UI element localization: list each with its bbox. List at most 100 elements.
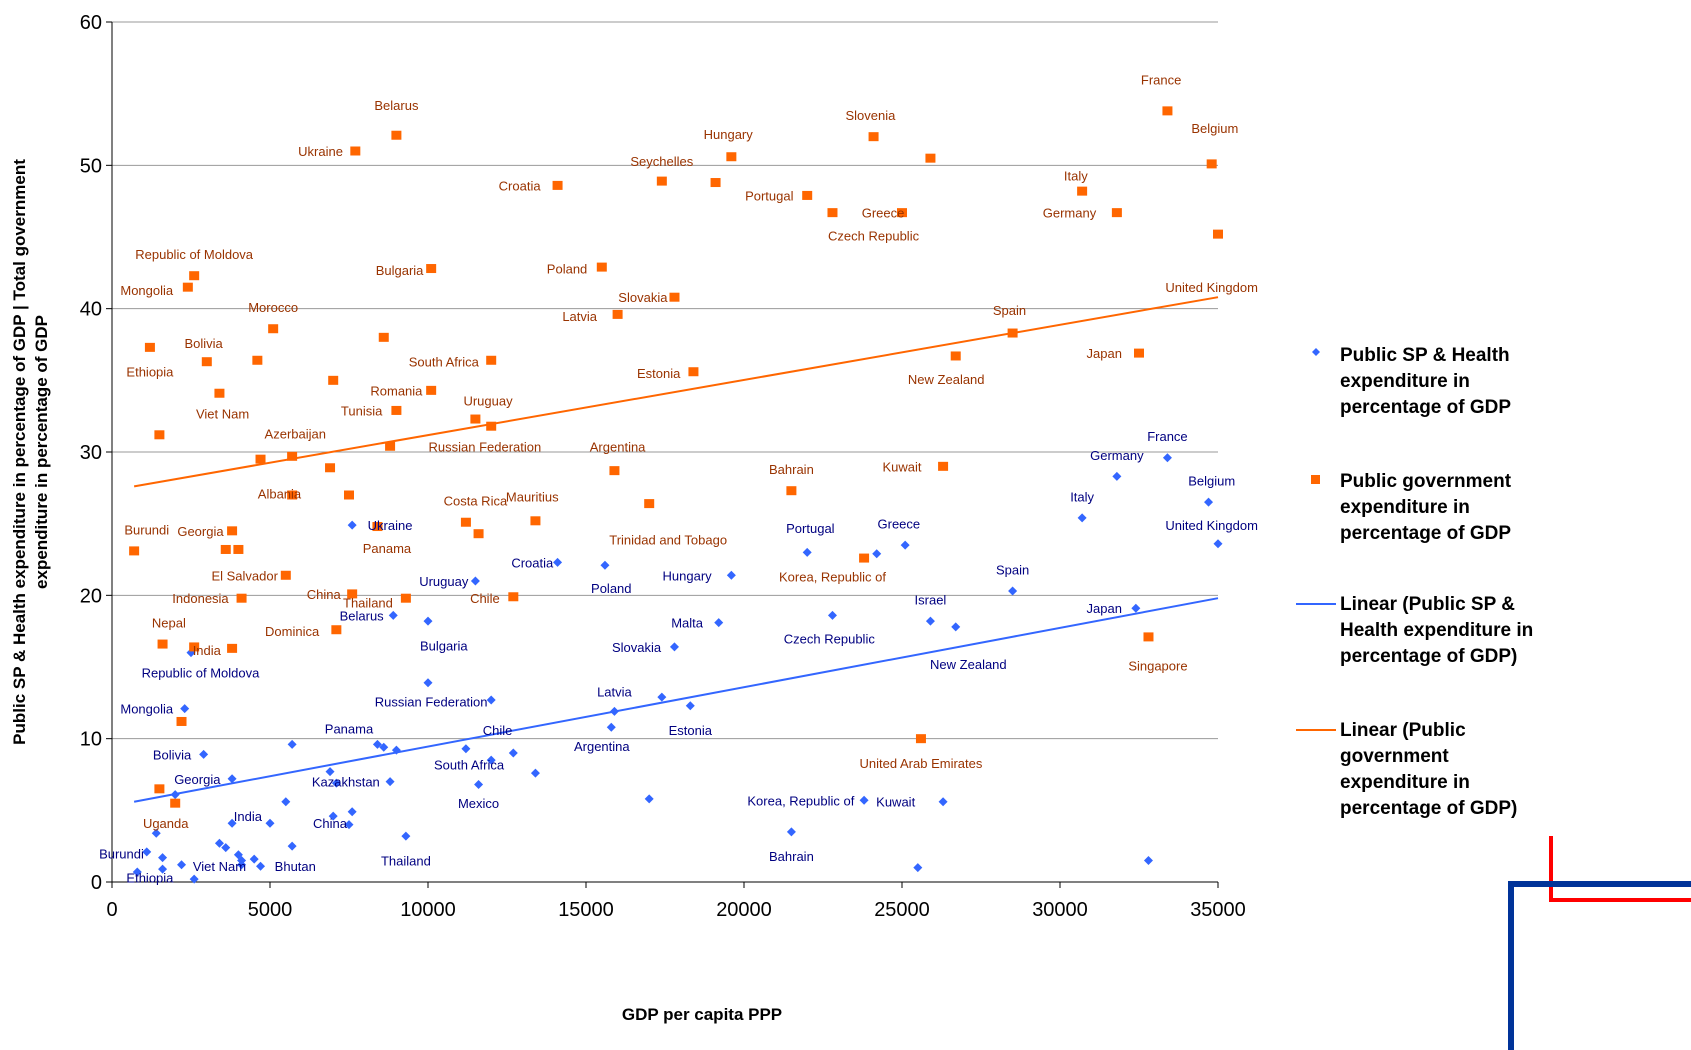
- govt-point: [154, 430, 165, 440]
- govt-point: [486, 421, 497, 431]
- health-point-label: Estonia: [669, 723, 713, 738]
- health-point: [281, 797, 291, 807]
- govt-point: [1134, 348, 1144, 358]
- govt-point: [859, 553, 870, 563]
- govt-point: [331, 625, 342, 635]
- health-point-label: Ethiopia: [126, 871, 174, 886]
- govt-point: [644, 499, 655, 509]
- health-point: [669, 642, 679, 652]
- health-point: [227, 818, 237, 828]
- govt-point: [255, 454, 266, 464]
- health-point-label: Hungary: [663, 568, 713, 583]
- govt-point-label: Estonia: [637, 366, 681, 381]
- health-point: [142, 847, 152, 857]
- govt-point: [950, 351, 961, 361]
- health-point: [388, 610, 398, 620]
- x-tick-label: 20000: [716, 899, 772, 921]
- govt-point-label: Slovenia: [845, 108, 896, 123]
- health-point: [189, 874, 199, 884]
- health-point-label: Poland: [591, 581, 631, 596]
- health-point: [347, 807, 357, 817]
- health-point: [170, 790, 180, 800]
- health-point-label: Spain: [996, 563, 1029, 578]
- govt-point: [688, 367, 699, 377]
- govt-point-label: Burundi: [124, 522, 169, 537]
- govt-point: [378, 332, 389, 342]
- govt-point: [710, 178, 721, 188]
- health-point: [714, 618, 724, 628]
- health-point-label: Greece: [878, 517, 921, 532]
- health-point: [486, 755, 496, 765]
- x-tick-label: 30000: [1032, 899, 1088, 921]
- govt-point: [925, 153, 936, 163]
- health-point-label: Argentina: [574, 739, 630, 754]
- govt-point-label: Azerbaijan: [265, 426, 326, 441]
- health-point: [900, 540, 910, 550]
- govt-point: [391, 405, 402, 415]
- health-point: [287, 841, 297, 851]
- govt-point: [144, 342, 155, 352]
- govt-point: [400, 593, 411, 603]
- health-point-label: Russian Federation: [375, 694, 488, 709]
- health-point-label: Ukraine: [368, 518, 413, 533]
- trendline-govt: [133, 296, 1219, 488]
- health-point: [265, 818, 275, 828]
- health-point: [1131, 603, 1141, 613]
- health-point-label: Uruguay: [419, 574, 469, 589]
- govt-point-label: Georgia: [177, 524, 224, 539]
- govt-point: [220, 544, 231, 554]
- govt-point: [596, 262, 607, 272]
- health-point: [256, 861, 266, 871]
- govt-point-label: Ethiopia: [126, 365, 174, 380]
- govt-point-label: Hungary: [704, 127, 754, 142]
- health-point: [951, 622, 961, 632]
- y-tick-label: 20: [80, 585, 102, 607]
- govt-point: [182, 282, 193, 292]
- govt-point-label: New Zealand: [908, 372, 985, 387]
- govt-point-label: Belgium: [1191, 121, 1238, 136]
- govt-point: [726, 152, 737, 162]
- health-point-label: Japan: [1087, 601, 1122, 616]
- govt-point: [325, 463, 336, 473]
- govt-point: [1213, 229, 1223, 239]
- govt-point-label: Indonesia: [172, 591, 229, 606]
- govt-point-label: Costa Rica: [444, 494, 508, 509]
- govt-point: [897, 208, 907, 218]
- corner-logo: [1508, 836, 1691, 1050]
- govt-point: [868, 132, 879, 142]
- health-point: [401, 831, 411, 841]
- govt-point: [656, 176, 667, 186]
- govt-point: [287, 490, 298, 500]
- health-point: [391, 745, 401, 755]
- govt-point: [344, 490, 354, 500]
- legend-text-health: Public SP & Health expenditure in percen…: [1340, 345, 1515, 418]
- govt-point: [201, 357, 212, 367]
- govt-point: [227, 643, 238, 653]
- health-point: [786, 827, 796, 837]
- x-tick-label: 35000: [1190, 899, 1246, 921]
- govt-point-label: Trinidad and Tobago: [609, 532, 727, 547]
- health-point: [486, 695, 496, 705]
- govt-point-label: Viet Nam: [196, 406, 249, 421]
- health-point-label: Chile: [483, 723, 513, 738]
- health-point-label: Viet Nam: [193, 859, 246, 874]
- govt-point-label: Latvia: [562, 309, 597, 324]
- legend-text-govt: Public government expenditure in percent…: [1340, 471, 1516, 544]
- x-tick-label: 0: [106, 899, 117, 921]
- health-point: [1008, 586, 1018, 596]
- govt-point-label: Nepal: [152, 616, 186, 631]
- health-point: [530, 768, 540, 778]
- govt-point-label: Argentina: [590, 439, 646, 454]
- govt-point-label: Germany: [1043, 206, 1097, 221]
- x-tick-label: 25000: [874, 899, 930, 921]
- y-axis-title-line1: Public SP & Health expenditure in percen…: [10, 159, 29, 745]
- health-point: [872, 549, 882, 559]
- trendline-health: [133, 597, 1219, 803]
- govt-point-label: China: [307, 587, 342, 602]
- govt-point-label: Chile: [470, 591, 500, 606]
- govt-point-label: Albania: [258, 487, 302, 502]
- health-point-label: France: [1147, 429, 1187, 444]
- govt-point-label: Slovakia: [618, 290, 668, 305]
- health-point: [328, 811, 338, 821]
- y-axis-title-line2: expenditure in percentage of GDP: [32, 315, 51, 589]
